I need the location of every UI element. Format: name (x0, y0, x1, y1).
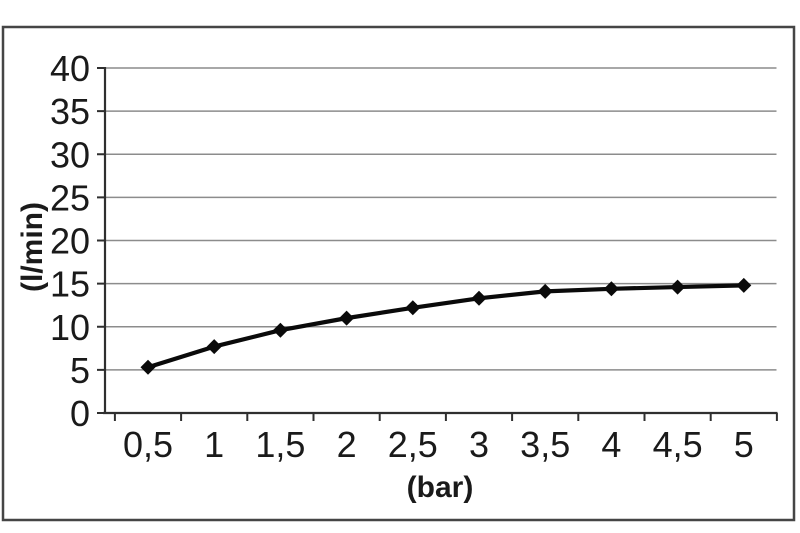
x-tick-label: 2 (337, 424, 357, 465)
x-tick-label: 1,5 (255, 424, 305, 465)
x-tick-label: 3,5 (520, 424, 570, 465)
data-point-marker (537, 283, 553, 299)
series-line (145, 283, 746, 370)
data-point-marker (140, 359, 156, 375)
y-tick-label: 10 (50, 307, 90, 348)
data-point-marker (670, 279, 686, 295)
data-point-marker (471, 290, 487, 306)
x-tick-label: 2,5 (388, 424, 438, 465)
x-tick-label: 0,5 (123, 424, 173, 465)
data-point-marker (339, 310, 355, 326)
x-axis-title: (bar) (406, 471, 474, 504)
data-point-marker (405, 300, 421, 316)
y-tick-label: 35 (50, 91, 90, 132)
y-tick-label: 20 (50, 221, 90, 262)
y-tick-label: 25 (50, 177, 90, 218)
data-point-marker (736, 277, 752, 293)
data-point-marker (206, 339, 222, 355)
data-point-marker (603, 281, 619, 297)
chart-frame-border (1, 25, 796, 522)
y-axis-title: (l/min) (16, 202, 49, 292)
y-tick-label: 30 (50, 134, 90, 175)
x-tick-label: 4 (601, 424, 621, 465)
x-tick-label: 3 (469, 424, 489, 465)
x-tick-label: 1 (204, 424, 224, 465)
y-tick-label: 40 (50, 48, 90, 89)
data-point-marker (272, 322, 288, 338)
x-tick-label: 4,5 (653, 424, 703, 465)
y-tick-label: 0 (70, 393, 90, 434)
y-tick-label: 15 (50, 264, 90, 305)
x-tick-label: 5 (734, 424, 754, 465)
y-tick-label: 5 (70, 350, 90, 391)
